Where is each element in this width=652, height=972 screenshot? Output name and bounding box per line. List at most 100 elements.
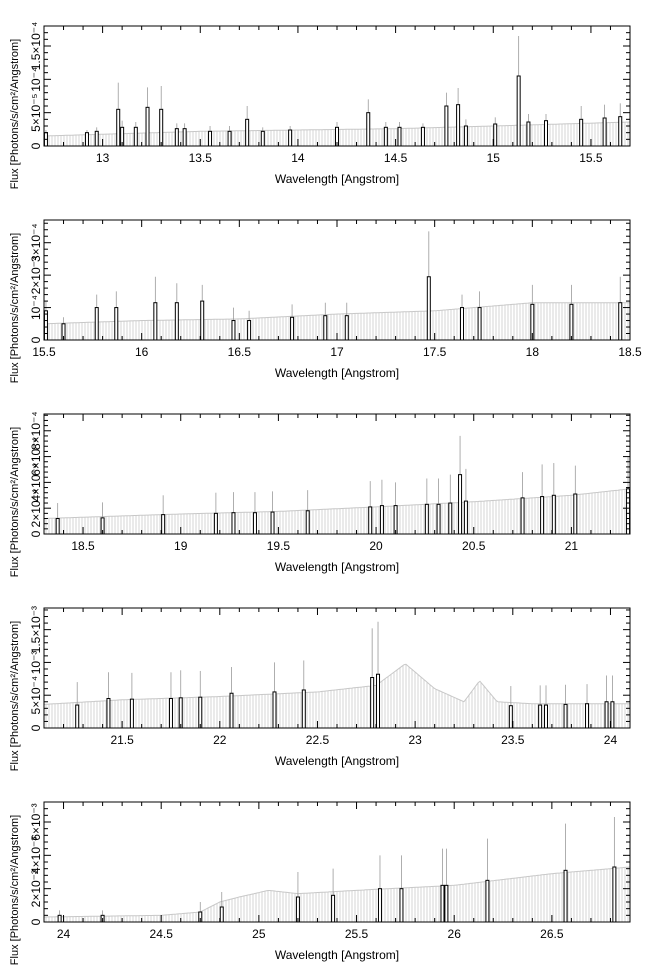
spectral-line	[295, 872, 300, 923]
spectral-line	[612, 817, 617, 923]
spectral-line	[200, 284, 205, 341]
spectral-line	[377, 855, 382, 923]
line-flux-bar	[420, 126, 425, 147]
x-tick-label: 18.5	[71, 539, 95, 553]
line-flux-bar	[379, 505, 384, 535]
line-flux-bar	[399, 888, 404, 923]
y-tick-label: 6×10⁻³	[29, 803, 43, 840]
line-flux-bar	[260, 130, 265, 147]
line-flux-bar	[485, 879, 490, 923]
line-flux-bar	[116, 108, 121, 147]
spectral-line	[198, 670, 203, 729]
spectral-line	[344, 302, 349, 341]
chart-panel-5: 24 24.5 25 25.5 26 26.5 0 2×10⁻³4×10⁻³6×10⁻³ Wav…	[9, 801, 631, 965]
spectral-line	[227, 126, 232, 147]
y-tick-label: 2×10⁻⁴	[29, 489, 43, 528]
spectral-line	[399, 855, 404, 923]
y-axis-label: Flux [Photons/s/cm²/Angstrom]	[9, 427, 21, 577]
spectral-line	[174, 123, 179, 147]
spectral-line	[460, 294, 465, 341]
spectral-line	[618, 103, 623, 147]
spectral-line	[252, 492, 257, 535]
spectral-line	[544, 685, 549, 729]
y-axis-label: Flux [Photons/s/cm²/Angstrom]	[9, 233, 21, 383]
y-tick-label: 10⁻³	[29, 651, 43, 675]
spectral-line	[563, 684, 568, 729]
y-axis-label: Flux [Photons/s/cm²/Angstrom]	[9, 621, 21, 771]
spectral-line	[526, 114, 531, 147]
spectral-line	[463, 468, 468, 535]
spectral-line	[174, 283, 179, 341]
line-flux-bar	[618, 302, 623, 341]
x-tick-label: 13	[96, 151, 110, 165]
line-flux-bar	[331, 894, 336, 923]
line-flux-bar	[544, 120, 549, 147]
spectral-line	[520, 472, 525, 535]
spectral-line	[133, 122, 138, 147]
spectral-line	[579, 106, 584, 147]
x-tick-label: 23.5	[501, 733, 525, 747]
line-flux-bar	[129, 698, 134, 729]
x-tick-label: 13.5	[189, 151, 213, 165]
x-tick-label: 19.5	[267, 539, 291, 553]
spectral-line	[563, 823, 568, 923]
spectral-line	[129, 672, 134, 729]
line-flux-bar	[94, 307, 99, 341]
line-flux-bar	[305, 510, 310, 535]
continuum-model	[45, 302, 629, 340]
line-flux-bar	[573, 493, 578, 535]
spectral-line	[153, 276, 158, 341]
spectral-line	[376, 621, 381, 729]
line-flux-bar	[159, 108, 164, 147]
y-tick-label: 4×10⁻³	[29, 837, 43, 874]
spectral-line	[94, 294, 99, 341]
spectral-line	[569, 284, 574, 341]
spectral-line	[544, 114, 549, 147]
chart-panel-2: 15.5 16 16.5 17 17.5 18 18.5 0 10⁻⁴2×10⁻⁴3×10⁻⁴ W…	[9, 219, 642, 383]
spectral-line	[397, 122, 402, 147]
y-tick-label: 0	[29, 918, 43, 925]
line-flux-bar	[493, 123, 498, 147]
line-flux-bar	[114, 307, 119, 341]
y-tick-label: 10⁻⁴	[29, 295, 43, 320]
y-tick-label: 2×10⁻⁴	[29, 256, 43, 295]
spectral-line	[168, 672, 173, 729]
line-flux-bar	[376, 673, 381, 729]
line-flux-bar	[344, 315, 349, 341]
x-tick-label: 24	[604, 733, 618, 747]
x-axis-label: Wavelength [Angstrom]	[275, 560, 399, 574]
x-tick-label: 16.5	[228, 345, 252, 359]
x-tick-label: 15	[487, 151, 501, 165]
spectral-line	[57, 910, 62, 923]
spectral-line	[493, 117, 498, 147]
line-flux-bar	[426, 276, 431, 341]
spectral-line	[573, 465, 578, 535]
spectral-line	[100, 502, 105, 535]
spectral-line	[368, 481, 373, 535]
x-tick-label: 24.5	[150, 927, 174, 941]
spectral-line	[448, 474, 453, 535]
spectral-line	[229, 667, 234, 729]
line-flux-bar	[440, 884, 445, 923]
spectral-line	[178, 670, 183, 729]
spectral-line	[94, 127, 99, 147]
line-flux-bar	[106, 697, 111, 729]
y-tick-label: 0	[29, 724, 43, 731]
spectral-line	[231, 492, 236, 535]
spectral-line	[440, 848, 445, 923]
spectral-line	[626, 456, 631, 535]
y-tick-label: 8×10⁻⁴	[29, 412, 43, 451]
line-flux-bar	[370, 677, 375, 729]
spectral-line	[213, 492, 218, 535]
line-flux-bar	[219, 906, 224, 923]
line-flux-bar	[456, 104, 461, 147]
line-flux-bar	[231, 320, 236, 341]
line-flux-bar	[448, 502, 453, 535]
line-flux-bar	[323, 315, 328, 341]
line-flux-bar	[57, 914, 62, 923]
line-flux-bar	[272, 691, 277, 729]
x-tick-label: 18.5	[618, 345, 642, 359]
spectral-line	[420, 123, 425, 147]
line-flux-bar	[288, 129, 293, 147]
spectral-line	[182, 123, 187, 147]
